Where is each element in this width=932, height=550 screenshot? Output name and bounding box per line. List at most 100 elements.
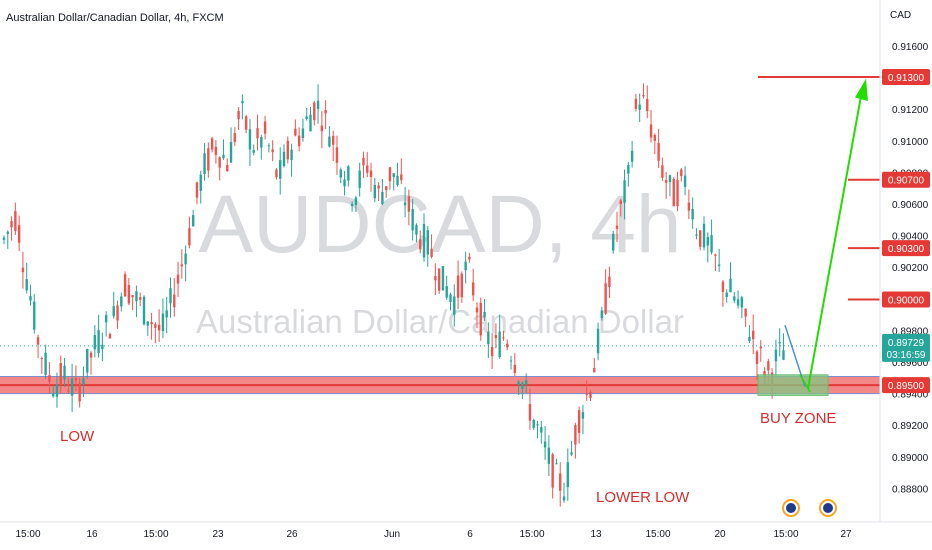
candle-body — [411, 208, 414, 231]
candle-body — [297, 135, 301, 147]
watermark-name: Australian Dollar/Canadian Dollar — [196, 303, 684, 340]
candle-body — [89, 352, 93, 358]
candle-body — [494, 335, 498, 339]
candle-body — [577, 410, 581, 433]
candle-body — [490, 347, 494, 357]
currency-label: CAD — [890, 10, 911, 21]
candle-body — [275, 169, 278, 178]
candle-body — [487, 331, 490, 345]
candle-body — [509, 360, 513, 362]
candle-body — [634, 98, 638, 109]
candle-body — [135, 291, 138, 302]
candle-body — [25, 279, 28, 291]
candle-body — [400, 174, 403, 181]
candle-body — [725, 292, 728, 298]
candle-body — [612, 233, 615, 251]
candle-body — [434, 276, 437, 281]
candle-body — [630, 150, 634, 162]
y-tick-label: 0.89800 — [892, 326, 929, 337]
candle-body — [536, 424, 539, 426]
candle-body — [717, 264, 721, 266]
candle-body — [419, 239, 422, 250]
candle-body — [528, 404, 532, 421]
candle-body — [657, 142, 660, 161]
candle-body — [233, 133, 237, 142]
candle-body — [260, 136, 263, 148]
candle-body — [139, 297, 142, 300]
candle-body — [422, 224, 426, 258]
candle-body — [774, 349, 778, 362]
candle-body — [543, 441, 547, 448]
watermark-symbol: AUDCAD, 4h — [198, 179, 681, 270]
candle-body — [540, 427, 543, 433]
candle-body — [17, 225, 21, 243]
candle-body — [646, 99, 649, 112]
candle-body — [347, 166, 350, 181]
x-tick-label: 16 — [86, 529, 98, 540]
candle-body — [623, 180, 626, 203]
candle-body — [366, 165, 369, 173]
candle-body — [596, 328, 600, 354]
current-price-tag — [882, 333, 930, 362]
candle-body — [437, 268, 441, 291]
y-tick-label: 0.91600 — [892, 42, 929, 53]
candle-body — [33, 301, 36, 330]
candle-body — [188, 228, 191, 246]
candle-body — [373, 184, 377, 199]
candle-body — [441, 266, 445, 291]
candle-body — [638, 104, 641, 110]
candle-body — [570, 452, 573, 455]
candle-body — [101, 344, 104, 350]
candle-body — [396, 175, 399, 186]
candle-body — [184, 253, 187, 265]
current-price-text: 0.89729 — [888, 338, 925, 349]
candle-body — [282, 151, 286, 167]
candle-body — [683, 175, 687, 187]
x-tick-label: Jun — [384, 529, 400, 540]
x-tick-label: 13 — [590, 529, 602, 540]
candle-body — [108, 333, 112, 339]
candle-body — [241, 101, 244, 104]
economic-event-icon[interactable] — [782, 499, 800, 517]
candle-body — [517, 381, 520, 385]
candle-body — [146, 321, 149, 326]
candle-body — [649, 124, 653, 138]
plot-area[interactable] — [0, 0, 880, 522]
candle-body — [676, 179, 679, 207]
candle-body — [59, 363, 62, 385]
candle-body — [547, 447, 551, 464]
candle-body — [63, 365, 66, 380]
candle-body — [294, 128, 297, 136]
candle-body — [706, 237, 709, 246]
candle-body — [350, 203, 354, 207]
level-price-tag-text: 0.91300 — [888, 73, 925, 84]
candle-body — [55, 384, 59, 397]
candle-body — [14, 211, 17, 231]
level-price-tag — [882, 291, 930, 308]
buy-zone-box — [757, 374, 829, 396]
level-price-tag — [882, 377, 930, 394]
candle-body — [695, 234, 698, 236]
candle-body — [191, 215, 195, 227]
candle-body — [316, 100, 320, 109]
candle-body — [157, 324, 161, 331]
candle-body — [559, 473, 562, 491]
price-axis[interactable]: 0.916000.914000.912000.910000.908000.906… — [892, 42, 929, 495]
target-arrow-line — [807, 90, 863, 389]
time-axis[interactable]: 15:00 16 15:00 23 26 Jun 6 15:00 13 15:00 20 15:00 2… — [15, 529, 852, 540]
candle-body — [173, 294, 176, 308]
candle-body — [445, 286, 448, 298]
economic-event-icon[interactable] — [819, 499, 837, 517]
candle-body — [521, 382, 524, 389]
candle-body — [464, 261, 467, 271]
candle-body — [456, 275, 460, 298]
y-tick-label: 0.89600 — [892, 358, 929, 369]
candle-body — [10, 221, 13, 228]
level-price-tag-text: 0.89500 — [888, 381, 925, 392]
x-tick-label: 20 — [714, 529, 726, 540]
candle-body — [472, 282, 475, 296]
candle-body — [714, 254, 717, 256]
candle-body — [70, 378, 74, 396]
candle-body — [369, 170, 373, 177]
